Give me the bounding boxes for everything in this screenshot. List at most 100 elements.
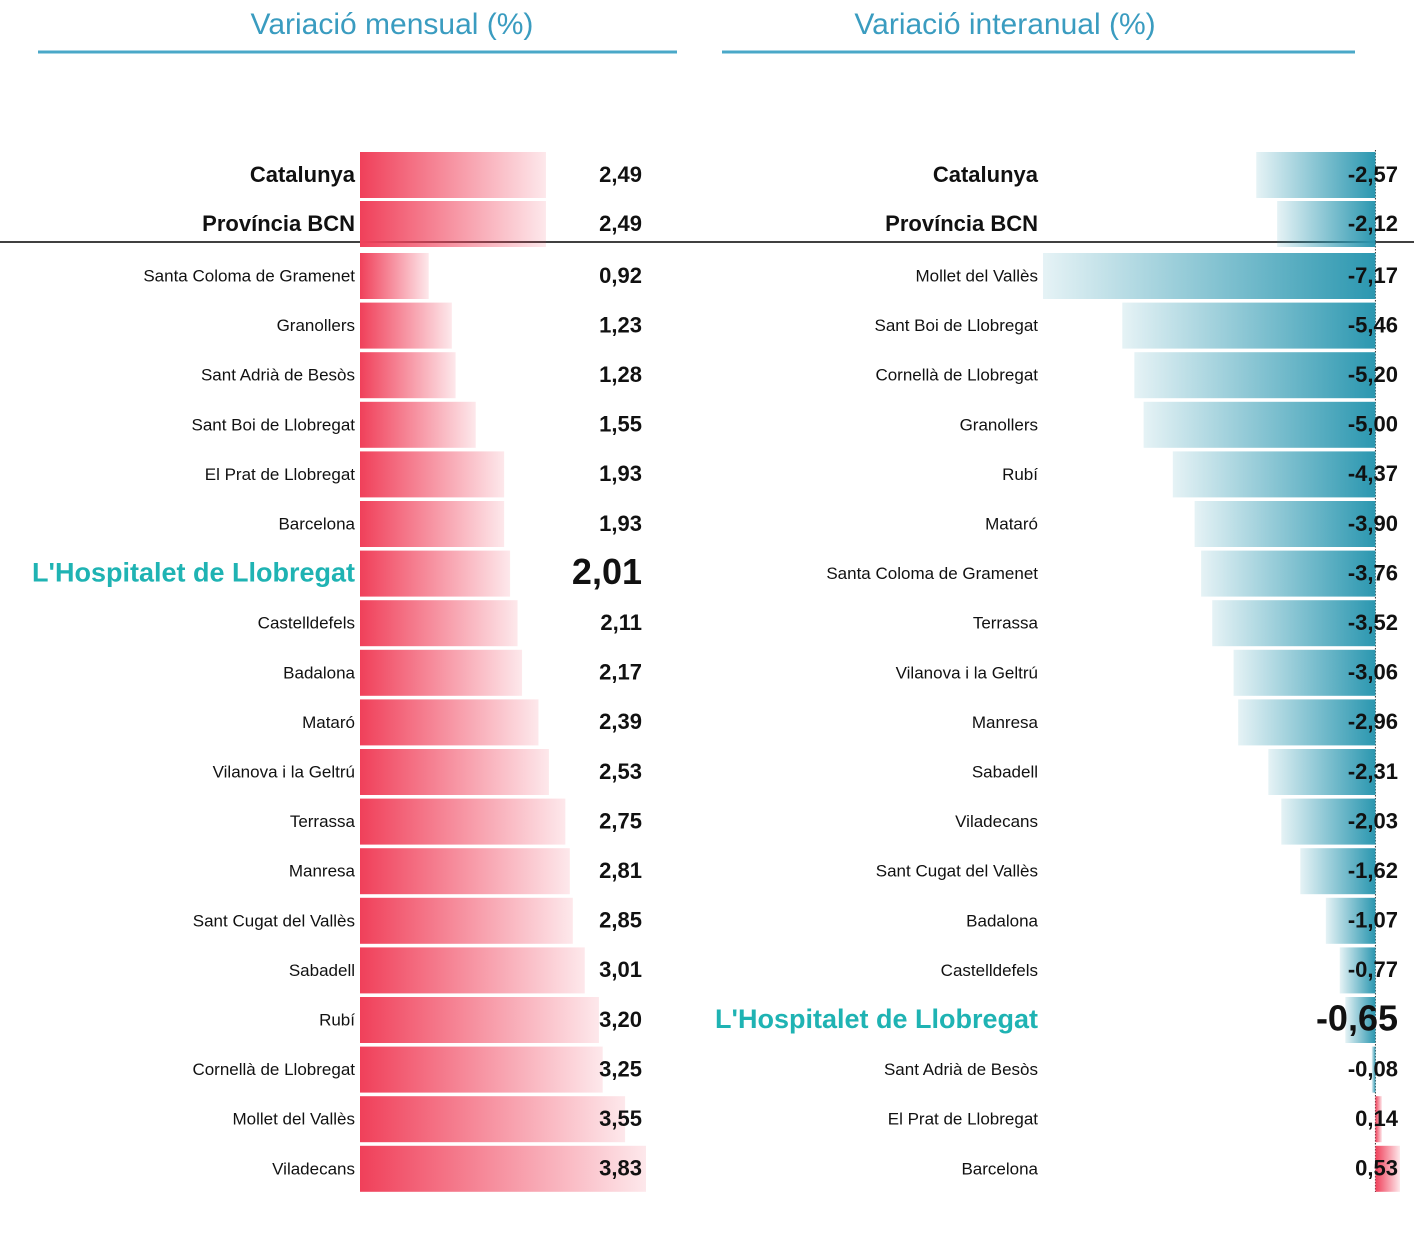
category-label: Granollers bbox=[960, 415, 1038, 434]
bar bbox=[360, 649, 523, 696]
value-label: -2,57 bbox=[1348, 162, 1398, 187]
bar bbox=[360, 401, 476, 448]
bar bbox=[1172, 451, 1376, 498]
value-label: 2,53 bbox=[599, 759, 642, 784]
category-label: Cornellà de Llobregat bbox=[875, 366, 1038, 385]
value-label: 2,11 bbox=[600, 610, 642, 635]
bar bbox=[360, 848, 570, 895]
category-label: Rubí bbox=[1002, 465, 1038, 484]
bar bbox=[1375, 1145, 1400, 1192]
category-label: Mollet del Vallès bbox=[232, 1110, 355, 1129]
bar bbox=[1325, 897, 1376, 944]
bar bbox=[1300, 848, 1376, 895]
value-label: -1,07 bbox=[1348, 908, 1398, 933]
bar bbox=[1122, 302, 1376, 349]
value-label: -0,65 bbox=[1316, 998, 1398, 1039]
chart-title: Variació interanual (%) bbox=[854, 8, 1155, 41]
category-label: Sant Boi de Llobregat bbox=[191, 415, 355, 434]
value-label: -2,96 bbox=[1348, 709, 1398, 734]
category-label: Catalunya bbox=[250, 162, 356, 187]
bar bbox=[360, 947, 585, 994]
value-label: -5,00 bbox=[1348, 412, 1398, 437]
category-label: Santa Coloma de Gramenet bbox=[143, 266, 355, 285]
category-label: L'Hospitalet de Llobregat bbox=[32, 558, 355, 588]
value-label: 1,55 bbox=[599, 412, 642, 437]
value-label: -7,17 bbox=[1348, 263, 1398, 288]
bar bbox=[360, 352, 456, 399]
category-label: Terrassa bbox=[290, 812, 356, 831]
category-label: Santa Coloma de Gramenet bbox=[826, 564, 1038, 583]
bar bbox=[1339, 947, 1376, 994]
value-label: -3,76 bbox=[1348, 560, 1398, 585]
category-label: Terrassa bbox=[973, 614, 1039, 633]
value-label: 2,17 bbox=[599, 660, 642, 685]
value-label: 1,23 bbox=[599, 312, 642, 337]
bar bbox=[1238, 699, 1376, 746]
chart-title: Variació mensual (%) bbox=[251, 8, 534, 41]
bar bbox=[360, 1145, 646, 1192]
value-label: -1,62 bbox=[1348, 858, 1398, 883]
value-label: 0,92 bbox=[599, 263, 642, 288]
bar bbox=[360, 997, 599, 1043]
value-label: 0,53 bbox=[1355, 1156, 1398, 1181]
value-label: -4,37 bbox=[1348, 461, 1398, 486]
bar bbox=[1375, 1096, 1382, 1143]
value-label: 2,49 bbox=[599, 211, 642, 236]
bar bbox=[1345, 997, 1376, 1043]
bar bbox=[1043, 253, 1376, 299]
value-label: -3,90 bbox=[1348, 511, 1398, 536]
bar bbox=[360, 550, 511, 597]
category-label: El Prat de Llobregat bbox=[205, 465, 356, 484]
bar bbox=[360, 1096, 626, 1143]
category-label: Província BCN bbox=[202, 211, 355, 236]
category-label: Catalunya bbox=[933, 162, 1039, 187]
bar bbox=[360, 152, 546, 198]
category-label: Castelldefels bbox=[258, 614, 355, 633]
bar bbox=[1143, 401, 1376, 448]
value-label: 0,14 bbox=[1355, 1106, 1399, 1131]
value-label: 1,93 bbox=[599, 461, 642, 486]
bar bbox=[1371, 1046, 1376, 1093]
value-label: 2,85 bbox=[599, 908, 642, 933]
category-label: Sant Cugat del Vallès bbox=[876, 862, 1038, 881]
category-label: Sant Adrià de Besòs bbox=[884, 1060, 1038, 1079]
value-label: -3,52 bbox=[1348, 610, 1398, 635]
value-label: 2,81 bbox=[599, 858, 642, 883]
value-label: 3,55 bbox=[599, 1106, 642, 1131]
category-label: Badalona bbox=[283, 663, 355, 682]
value-label: -5,46 bbox=[1348, 312, 1398, 337]
category-label: Vilanova i la Geltrú bbox=[896, 663, 1038, 682]
category-label: Viladecans bbox=[955, 812, 1038, 831]
bar bbox=[360, 749, 549, 795]
bar bbox=[360, 451, 505, 498]
value-label: 2,39 bbox=[599, 709, 642, 734]
category-label: Badalona bbox=[966, 911, 1038, 930]
bar bbox=[1233, 649, 1376, 696]
bar bbox=[1212, 600, 1376, 647]
value-label: 2,75 bbox=[599, 808, 642, 833]
category-label: L'Hospitalet de Llobregat bbox=[715, 1004, 1038, 1034]
bar bbox=[1281, 798, 1376, 845]
bar bbox=[360, 600, 518, 647]
category-label: Rubí bbox=[319, 1010, 355, 1029]
bar bbox=[1268, 749, 1376, 795]
category-label: Granollers bbox=[277, 316, 355, 335]
category-label: Mataró bbox=[302, 713, 355, 732]
bar bbox=[360, 1046, 603, 1093]
category-label: Sant Boi de Llobregat bbox=[874, 316, 1038, 335]
category-label: Província BCN bbox=[885, 211, 1038, 236]
value-label: 2,49 bbox=[599, 162, 642, 187]
value-label: -5,20 bbox=[1348, 362, 1398, 387]
bar bbox=[360, 699, 539, 746]
value-label: 2,01 bbox=[572, 551, 642, 592]
category-label: Manresa bbox=[289, 862, 356, 881]
value-label: 3,20 bbox=[599, 1007, 642, 1032]
bar bbox=[360, 253, 429, 299]
bar bbox=[1277, 201, 1376, 247]
category-label: Sabadell bbox=[972, 762, 1038, 781]
value-label: 3,83 bbox=[599, 1156, 642, 1181]
category-label: Vilanova i la Geltrú bbox=[213, 762, 355, 781]
category-label: Mollet del Vallès bbox=[915, 266, 1038, 285]
category-label: Sabadell bbox=[289, 961, 355, 980]
